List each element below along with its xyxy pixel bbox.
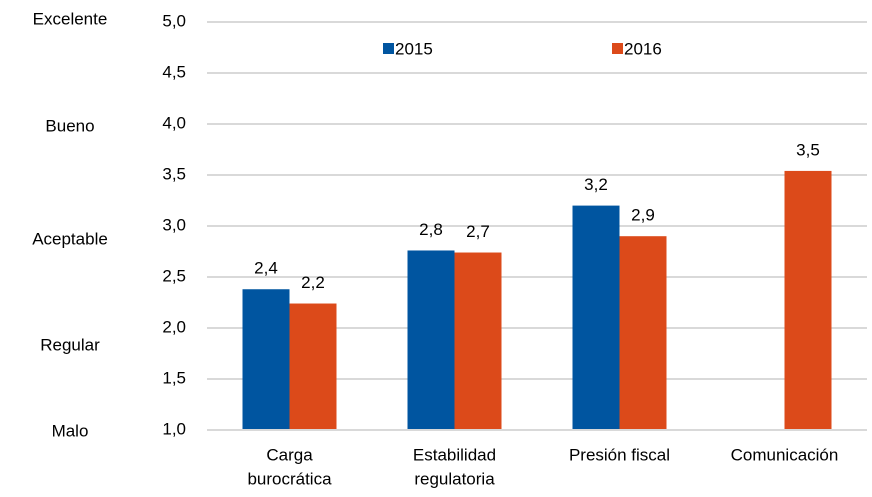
y-tick-label: 3,0 xyxy=(162,215,186,234)
y-tick-label: 3,5 xyxy=(162,164,186,183)
bar xyxy=(784,170,832,431)
x-tick-label: Estabilidad xyxy=(413,445,496,464)
bar xyxy=(619,236,667,430)
bar xyxy=(289,303,337,430)
rating-label: Malo xyxy=(52,421,89,440)
rating-label: Regular xyxy=(40,335,100,354)
data-label: 2,4 xyxy=(254,259,278,278)
data-label: 3,5 xyxy=(796,140,820,159)
y-tick-label: 5,0 xyxy=(162,11,186,30)
legend-label: 2016 xyxy=(624,39,662,58)
x-tick-label: Presión fiscal xyxy=(569,445,670,464)
y-tick-label: 2,0 xyxy=(162,317,186,336)
y-tick-label: 4,0 xyxy=(162,113,186,132)
legend-label: 2015 xyxy=(395,39,433,58)
data-label: 2,8 xyxy=(419,220,443,239)
bar xyxy=(407,250,455,430)
bar xyxy=(242,289,290,430)
x-tick-label: Carga xyxy=(266,445,313,464)
data-label: 2,7 xyxy=(466,222,490,241)
rating-label: Aceptable xyxy=(32,229,108,248)
x-tick-label: regulatoria xyxy=(414,469,495,488)
rating-label: Bueno xyxy=(45,116,94,135)
data-label: 3,2 xyxy=(584,175,608,194)
legend-swatch xyxy=(383,43,394,54)
rating-label: Excelente xyxy=(33,9,108,28)
data-label: 2,2 xyxy=(301,273,325,292)
bar xyxy=(454,252,502,430)
y-tick-label: 1,0 xyxy=(162,419,186,438)
y-tick-label: 2,5 xyxy=(162,266,186,285)
bar xyxy=(572,205,620,430)
x-tick-label: Comunicación xyxy=(731,445,839,464)
y-tick-label: 1,5 xyxy=(162,368,186,387)
legend-swatch xyxy=(612,43,623,54)
y-tick-label: 4,5 xyxy=(162,62,186,81)
x-tick-label: burocrática xyxy=(247,469,332,488)
data-label: 2,9 xyxy=(631,206,655,225)
